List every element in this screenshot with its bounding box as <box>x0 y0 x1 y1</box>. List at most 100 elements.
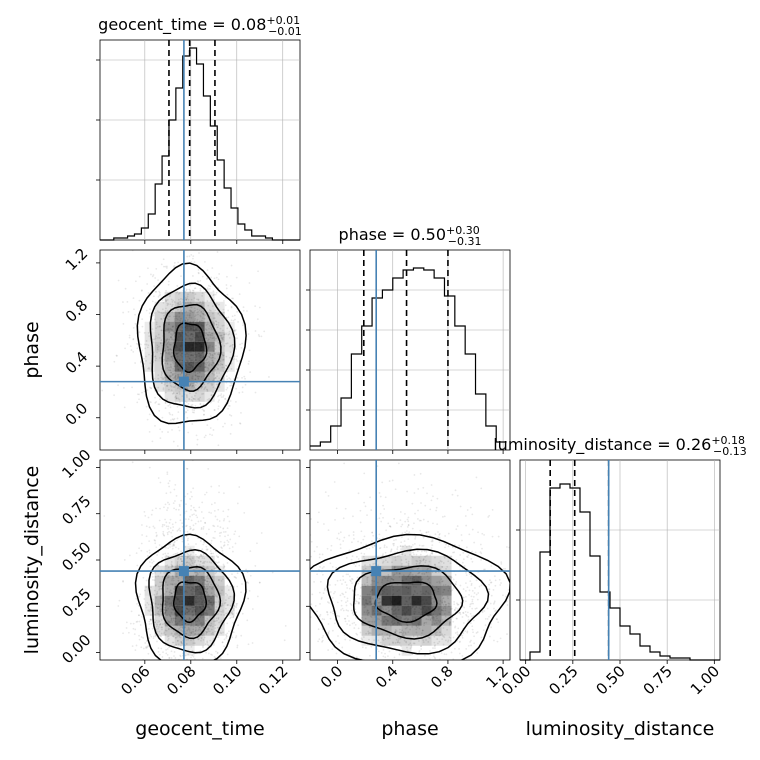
sample-point <box>468 589 471 592</box>
sample-point <box>305 535 307 537</box>
sample-point <box>180 275 182 278</box>
sample-point <box>394 559 397 562</box>
sample-point <box>196 298 198 301</box>
sample-point <box>207 368 210 371</box>
sample-point <box>210 327 213 330</box>
sample-point <box>188 547 191 550</box>
sample-point <box>348 575 351 578</box>
sample-point <box>242 309 245 312</box>
sample-point <box>167 547 170 550</box>
sample-point <box>465 571 467 574</box>
sample-point <box>204 365 207 368</box>
density-cell <box>174 595 185 606</box>
sample-point <box>234 605 236 608</box>
sample-point <box>175 291 178 294</box>
sample-point <box>165 339 168 341</box>
sample-point <box>316 610 318 613</box>
sample-point <box>471 628 474 631</box>
sample-point <box>370 670 372 672</box>
sample-point <box>166 533 169 536</box>
sample-point <box>240 346 243 349</box>
sample-point <box>254 391 257 394</box>
density-cell <box>174 391 185 402</box>
sample-point <box>207 593 209 596</box>
sample-point <box>186 395 188 397</box>
sample-point <box>465 546 468 549</box>
sample-point <box>331 565 334 568</box>
sample-point <box>217 556 219 559</box>
sample-point <box>493 600 496 603</box>
sample-point <box>147 516 150 519</box>
sample-point <box>192 384 195 387</box>
sample-point <box>191 557 194 560</box>
sample-point <box>154 539 157 542</box>
sample-point <box>316 521 319 524</box>
sample-point <box>175 575 177 578</box>
sample-point <box>246 310 248 312</box>
sample-point <box>178 312 181 315</box>
sample-point <box>172 330 175 333</box>
sample-point <box>465 574 468 577</box>
sample-point <box>153 285 156 288</box>
sample-point <box>384 652 386 655</box>
sample-point <box>150 606 152 608</box>
sample-point <box>149 618 152 621</box>
sample-point <box>185 618 188 621</box>
sample-point <box>159 342 162 345</box>
sample-point <box>357 492 360 495</box>
sample-point <box>345 573 348 576</box>
sample-point <box>413 474 416 476</box>
sample-point <box>401 659 402 660</box>
sample-point <box>154 401 157 404</box>
sample-point <box>206 390 209 392</box>
sample-point <box>148 526 151 529</box>
sample-point <box>217 405 220 408</box>
sample-point <box>251 642 254 644</box>
sample-point <box>147 652 150 655</box>
sample-point <box>407 564 410 567</box>
sample-point <box>145 309 148 312</box>
sample-point <box>174 553 177 555</box>
sample-point <box>204 522 207 524</box>
density-cell <box>214 575 225 586</box>
sample-point <box>359 509 362 512</box>
sample-point <box>160 376 163 379</box>
sample-point <box>215 337 217 340</box>
sample-point <box>412 543 414 546</box>
sample-point <box>511 606 513 608</box>
sample-point <box>157 613 160 615</box>
sample-point <box>225 635 228 638</box>
sample-point <box>176 635 179 638</box>
sample-point <box>169 363 172 366</box>
sample-point <box>162 530 165 533</box>
sample-point <box>191 385 193 388</box>
sample-point <box>135 597 138 600</box>
sample-point <box>223 602 226 605</box>
sample-point <box>171 564 173 567</box>
sample-point <box>172 342 175 345</box>
sample-point <box>176 392 178 395</box>
density-cell <box>174 361 185 372</box>
sample-point <box>170 389 173 392</box>
sample-point <box>214 353 216 355</box>
sample-point <box>223 333 226 336</box>
sample-point <box>423 573 426 575</box>
sample-point <box>406 518 409 521</box>
sample-point <box>146 550 149 553</box>
sample-point <box>254 330 257 332</box>
sample-point <box>172 641 175 644</box>
sample-point <box>158 588 161 591</box>
sample-point <box>148 335 151 337</box>
sample-point <box>205 583 208 586</box>
sample-point <box>344 591 347 594</box>
sample-point <box>353 563 355 565</box>
sample-point <box>177 557 180 560</box>
sample-point <box>466 509 469 511</box>
sample-point <box>384 551 387 554</box>
density-cell <box>194 351 205 362</box>
sample-point <box>142 658 144 660</box>
sample-point <box>140 636 143 638</box>
sample-point <box>214 387 217 390</box>
sample-point <box>155 596 158 599</box>
sample-point <box>217 363 220 365</box>
